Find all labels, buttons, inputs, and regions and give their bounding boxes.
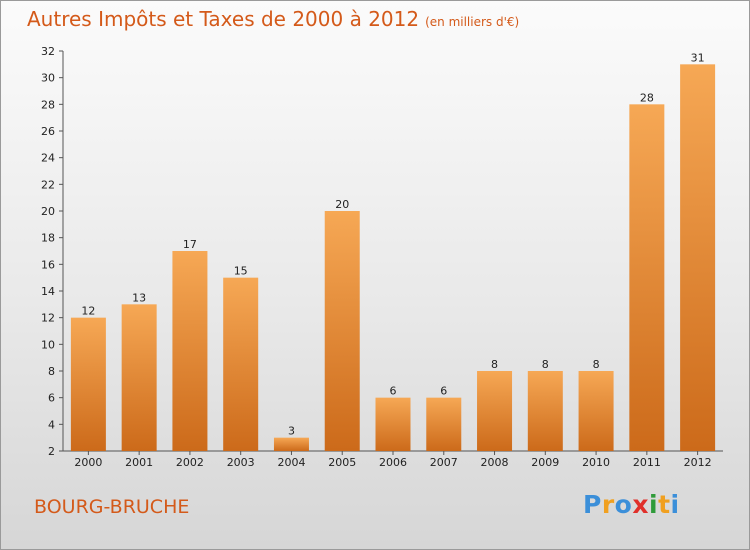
y-tick-label: 10	[41, 338, 55, 351]
y-tick-label: 24	[41, 152, 55, 165]
bar	[527, 371, 563, 451]
value-labels: 12 13 17 15 3 20 6 6 8 8 8 28 31	[81, 51, 704, 437]
bar	[629, 104, 665, 451]
data-label: 8	[593, 358, 600, 371]
y-tick-label: 28	[41, 98, 55, 111]
bar	[375, 397, 411, 451]
y-tick-label: 20	[41, 205, 55, 218]
x-tick-label: 2006	[379, 456, 407, 469]
bar	[273, 437, 309, 451]
x-tick-label: 2000	[74, 456, 102, 469]
data-label: 8	[542, 358, 549, 371]
bar	[70, 317, 106, 451]
data-label: 31	[691, 51, 705, 64]
brand-letter: i	[649, 490, 659, 519]
y-tick-label: 12	[41, 312, 55, 325]
x-tick-label: 2001	[125, 456, 153, 469]
y-tick-label: 30	[41, 72, 55, 85]
y-tick-label: 2	[48, 445, 55, 458]
bar	[477, 371, 513, 451]
x-tick-label: 2012	[684, 456, 712, 469]
brand-letter: P	[583, 490, 602, 519]
data-label: 12	[81, 305, 95, 318]
chart-subtitle: (en milliers d'€)	[425, 15, 520, 29]
y-tick-label: 6	[48, 392, 55, 405]
data-label: 3	[288, 425, 295, 438]
y-tick-label: 16	[41, 258, 55, 271]
x-tick-label: 2008	[481, 456, 509, 469]
x-tick-label: 2010	[582, 456, 610, 469]
y-tick-label: 4	[48, 418, 55, 431]
x-tick-label: 2004	[277, 456, 305, 469]
chart-title-text: Autres Impôts et Taxes de 2000 à 2012	[27, 7, 420, 31]
chart-title: Autres Impôts et Taxes de 2000 à 2012 (en…	[27, 7, 519, 31]
data-label: 6	[390, 385, 397, 398]
brand-letter: o	[614, 490, 633, 519]
data-label: 17	[183, 238, 197, 251]
bar	[680, 64, 716, 452]
brand-letter: t	[658, 490, 671, 519]
brand-logo: Proxiti	[583, 490, 680, 519]
y-tick-label: 14	[41, 285, 55, 298]
brand-letter: x	[632, 490, 649, 519]
data-label: 28	[640, 91, 654, 104]
data-label: 20	[335, 198, 349, 211]
x-tick-label: 2007	[430, 456, 458, 469]
y-tick-label: 22	[41, 178, 55, 191]
data-label: 8	[491, 358, 498, 371]
y-tick-label: 18	[41, 232, 55, 245]
x-tick-label: 2003	[227, 456, 255, 469]
bar	[426, 397, 462, 451]
x-tick-label: 2002	[176, 456, 204, 469]
data-label: 6	[440, 385, 447, 398]
x-tick-label: 2005	[328, 456, 356, 469]
y-tick-label: 8	[48, 365, 55, 378]
y-tick-label: 32	[41, 45, 55, 58]
commune-name: BOURG-BRUCHE	[34, 496, 190, 518]
brand-letter: i	[670, 490, 680, 519]
x-tick-label: 2011	[633, 456, 661, 469]
bar	[121, 304, 157, 451]
brand-letter: r	[601, 490, 615, 519]
bar	[223, 277, 259, 451]
data-label: 13	[132, 291, 146, 304]
x-tick-label: 2009	[531, 456, 559, 469]
bar	[172, 251, 208, 451]
bar	[324, 211, 360, 451]
y-tick-label: 26	[41, 125, 55, 138]
bars	[70, 64, 716, 452]
data-label: 15	[234, 265, 248, 278]
bar	[578, 371, 614, 451]
